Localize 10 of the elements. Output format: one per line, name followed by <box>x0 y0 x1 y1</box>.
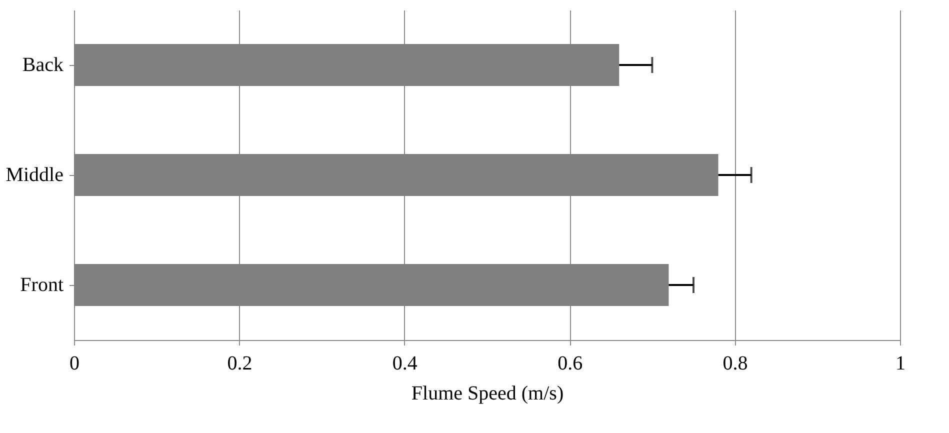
x-axis-title: Flume Speed (m/s) <box>411 382 564 404</box>
x-tick-label: 1 <box>896 352 906 374</box>
x-tick-label: 0.8 <box>722 352 748 374</box>
y-tick-label: Back <box>22 54 64 76</box>
y-tick-label: Middle <box>6 164 64 186</box>
x-tick-label: 0.2 <box>227 352 252 374</box>
y-tick-label: Front <box>20 274 64 296</box>
x-tick-label: 0.4 <box>392 352 418 374</box>
x-tick-label: 0.6 <box>558 352 583 374</box>
x-tick-label: 0 <box>70 352 80 374</box>
